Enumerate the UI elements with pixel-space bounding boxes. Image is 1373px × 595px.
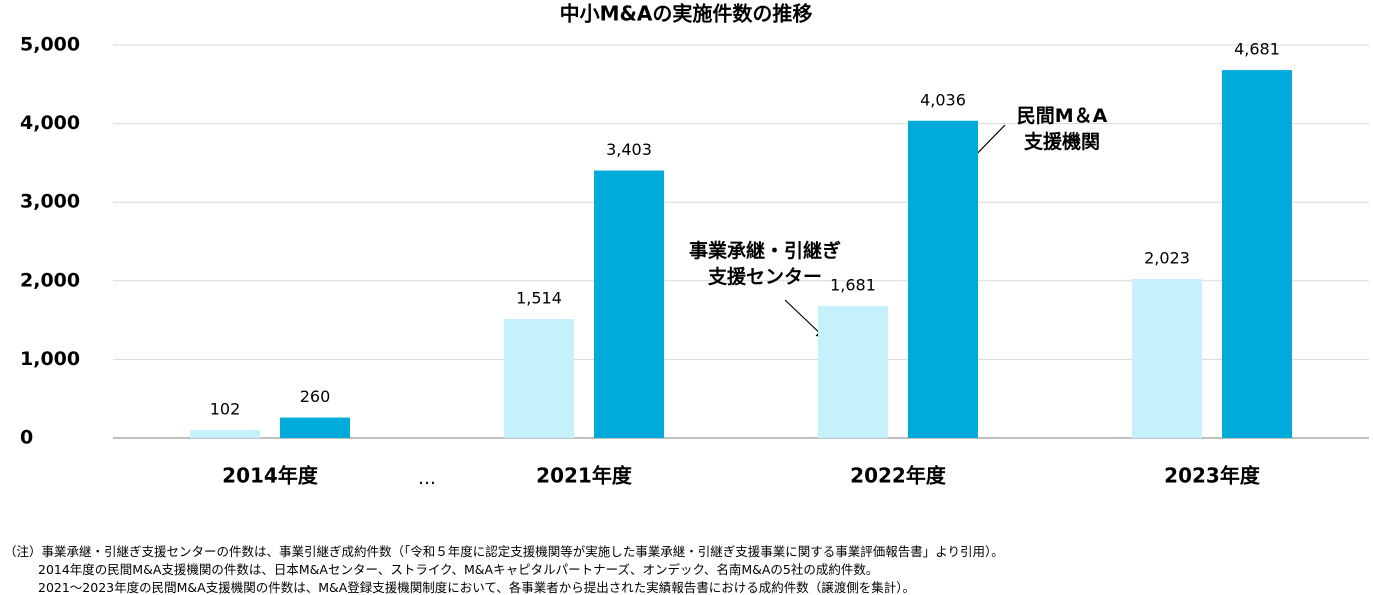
bar [190,429,260,438]
bar [280,417,350,438]
y-tick-label: 3,000 [20,191,80,213]
footnote: 2021～2023年度の民間M&A支援機関の件数は、M&A登録支援機関制度におい… [38,580,916,595]
data-label: 1,514 [516,288,562,307]
x-tick-label: 2021年度 [536,464,633,488]
bar [504,318,574,438]
data-label: 4,036 [920,90,966,109]
chart-title: 中小M&Aの実施件数の推移 [560,2,813,26]
bar [594,170,664,438]
y-tick-label: 4,000 [20,112,80,134]
footnote: 2014年度の民間M&A支援機関の件数は、日本M&Aセンター、ストライク、M&A… [38,562,879,577]
bar [1132,278,1202,438]
data-label: 1,681 [830,275,876,294]
x-tick-label: 2022年度 [850,464,947,488]
y-tick-label: 2,000 [20,269,80,291]
data-label: 102 [210,399,241,418]
y-tick-label: 0 [20,427,33,449]
y-tick-label: 1,000 [20,348,80,370]
series-annotation: 事業承継・引継ぎ 支援センター [688,240,841,288]
x-break-label: … [418,468,436,489]
data-label: 4,681 [1234,40,1280,59]
series-annotation: 民間M＆A 支援機関 [1016,105,1108,153]
data-label: 260 [300,387,331,406]
bar [908,120,978,439]
bar [818,305,888,438]
bar [1222,70,1292,439]
x-tick-label: 2023年度 [1164,464,1261,488]
x-tick-label: 2014年度 [222,464,319,488]
footnote: （注）事業承継・引継ぎ支援センターの件数は、事業引継ぎ成約件数（「令和５年度に認… [4,544,1004,559]
data-label: 3,403 [606,140,652,159]
data-label: 2,023 [1144,248,1190,267]
y-tick-label: 5,000 [20,34,80,56]
